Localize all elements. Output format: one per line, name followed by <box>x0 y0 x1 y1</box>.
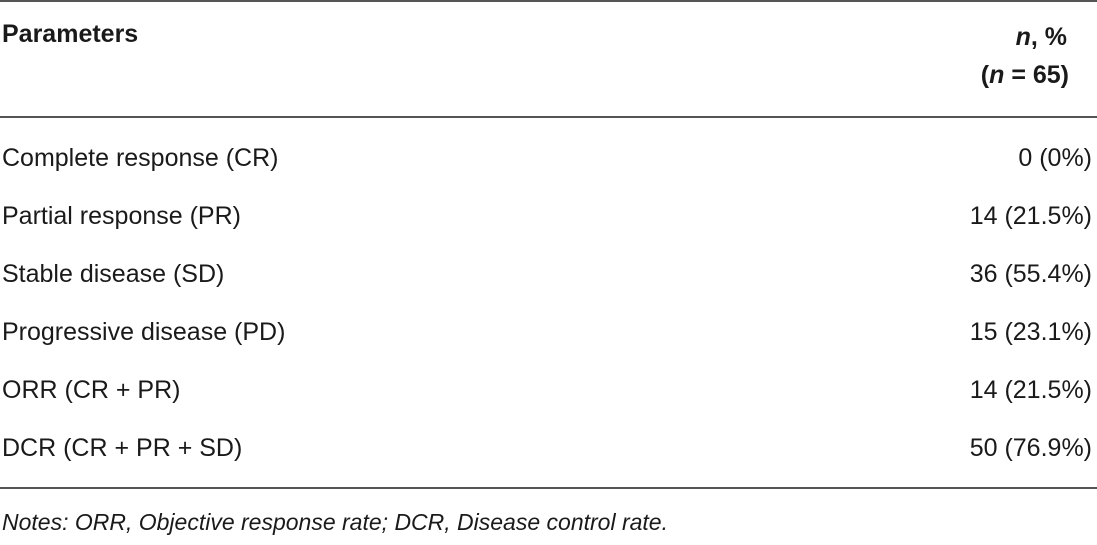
row-value: 0 (0%) <box>1018 144 1092 172</box>
table-header-rule <box>0 116 1097 118</box>
row-label: DCR (CR + PR + SD) <box>2 434 243 462</box>
header-value: n, % (n = 65) <box>981 18 1069 94</box>
table-bottom-rule <box>0 487 1097 489</box>
row-label: Complete response (CR) <box>2 144 279 172</box>
header-value-line1: n, % <box>981 18 1069 56</box>
row-value: 36 (55.4%) <box>969 260 1092 288</box>
table-row: DCR (CR + PR + SD) 50 (76.9%) <box>0 428 1097 468</box>
table-notes: Notes: ORR, Objective response rate; DCR… <box>2 509 668 535</box>
table-row: Complete response (CR) 0 (0%) <box>0 138 1097 178</box>
row-value: 14 (21.5%) <box>969 376 1092 404</box>
row-label: ORR (CR + PR) <box>2 376 181 404</box>
row-value: 15 (23.1%) <box>969 318 1092 346</box>
row-label: Stable disease (SD) <box>2 260 225 288</box>
header-value-line2: (n = 65) <box>981 56 1069 94</box>
row-label: Partial response (PR) <box>2 202 241 230</box>
header-percent: , % <box>1030 23 1067 51</box>
header-sub-n: n <box>989 61 1005 89</box>
header-sub-rest: = 65) <box>1004 61 1069 89</box>
row-label: Progressive disease (PD) <box>2 318 286 346</box>
table-row: ORR (CR + PR) 14 (21.5%) <box>0 370 1097 410</box>
table-row: Stable disease (SD) 36 (55.4%) <box>0 254 1097 294</box>
header-sub-open: ( <box>980 61 990 89</box>
row-value: 14 (21.5%) <box>969 202 1092 230</box>
header-parameters: Parameters <box>2 20 139 48</box>
table-top-rule <box>0 0 1097 2</box>
row-value: 50 (76.9%) <box>969 434 1092 462</box>
table-row: Partial response (PR) 14 (21.5%) <box>0 196 1097 236</box>
table-row: Progressive disease (PD) 15 (23.1%) <box>0 312 1097 352</box>
header-n: n <box>1015 23 1031 51</box>
